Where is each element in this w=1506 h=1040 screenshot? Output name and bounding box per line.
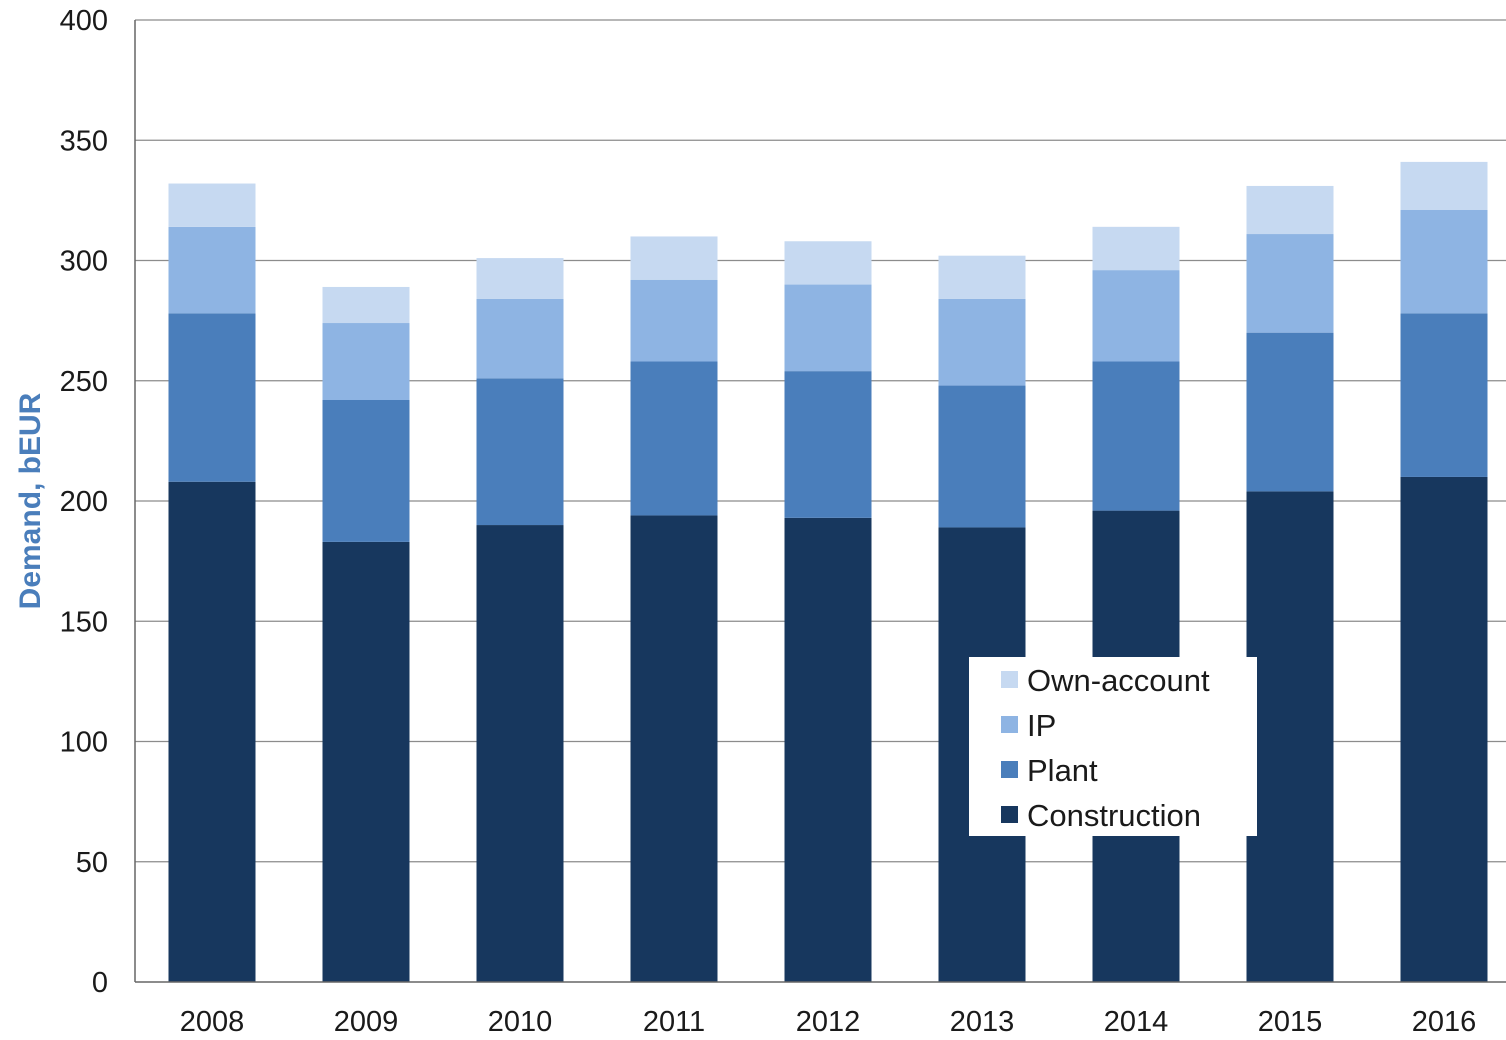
legend-label-own-account: Own-account	[1027, 663, 1210, 698]
bar-plant-2010	[476, 378, 564, 526]
legend-label-plant: Plant	[1027, 753, 1098, 788]
legend-swatch-plant	[1001, 761, 1018, 778]
y-tick-label: 350	[60, 125, 108, 157]
bar-construction-2009	[322, 541, 410, 982]
x-tick-labels: 2008 2009 2010 2011 2012 2013 2014 2015 2016	[180, 1006, 1477, 1038]
y-tick-label: 400	[60, 5, 108, 37]
legend-swatch-construction	[1001, 806, 1018, 823]
bar-plant-2012	[784, 371, 872, 518]
bar-own-account-2008	[168, 183, 256, 227]
bar-ip-2015	[1246, 234, 1334, 333]
bar-own-account-2014	[1092, 226, 1180, 271]
bar-stacks	[168, 161, 1488, 982]
bar-stack-2009	[322, 286, 410, 982]
y-tick-label: 0	[92, 967, 108, 999]
x-tick-label: 2014	[1104, 1006, 1169, 1038]
bar-ip-2012	[784, 284, 872, 372]
x-tick-label: 2015	[1258, 1006, 1323, 1038]
bar-plant-2011	[630, 361, 718, 516]
bar-ip-2008	[168, 226, 256, 314]
x-tick-label: 2013	[950, 1006, 1015, 1038]
x-tick-label: 2008	[180, 1006, 245, 1038]
bar-own-account-2015	[1246, 185, 1334, 235]
legend-label-construction: Construction	[1027, 798, 1201, 833]
x-tick-label: 2011	[643, 1006, 705, 1038]
legend-swatch-own-account	[1001, 671, 1018, 688]
bar-plant-2013	[938, 385, 1026, 528]
bar-stack-2008	[168, 183, 256, 982]
bar-construction-2011	[630, 515, 718, 982]
bar-own-account-2016	[1400, 161, 1488, 210]
bar-construction-2016	[1400, 476, 1488, 982]
bar-ip-2013	[938, 298, 1026, 386]
bar-plant-2014	[1092, 361, 1180, 511]
bar-own-account-2013	[938, 255, 1026, 299]
legend-swatch-ip	[1001, 716, 1018, 733]
bar-ip-2011	[630, 279, 718, 362]
bar-stack-2012	[784, 241, 872, 982]
bar-plant-2016	[1400, 313, 1488, 477]
y-tick-labels: 0 50 100 150 200 250 300 350 400	[60, 5, 108, 999]
bar-stack-2010	[476, 258, 564, 982]
bar-stack-2011	[630, 236, 718, 982]
bar-construction-2008	[168, 481, 256, 982]
legend: Own-account IP Plant Construction	[969, 657, 1257, 836]
bar-ip-2016	[1400, 209, 1488, 314]
bar-own-account-2010	[476, 258, 564, 299]
bar-own-account-2012	[784, 241, 872, 285]
bar-plant-2015	[1246, 332, 1334, 492]
bar-construction-2010	[476, 525, 564, 982]
bar-stack-2013	[938, 255, 1026, 982]
bar-plant-2008	[168, 313, 256, 482]
bar-construction-2015	[1246, 491, 1334, 982]
y-axis-label: Demand, bEUR	[14, 392, 47, 609]
x-tick-label: 2016	[1412, 1006, 1477, 1038]
y-tick-label: 200	[60, 486, 108, 518]
bar-ip-2009	[322, 323, 410, 400]
bar-own-account-2011	[630, 236, 718, 280]
bar-own-account-2009	[322, 286, 410, 324]
bar-ip-2010	[476, 298, 564, 379]
bar-stack-2015	[1246, 185, 1334, 982]
x-tick-label: 2009	[334, 1006, 399, 1038]
y-tick-label: 150	[60, 606, 108, 638]
y-tick-label: 250	[60, 366, 108, 398]
x-tick-label: 2012	[796, 1006, 861, 1038]
bar-ip-2014	[1092, 270, 1180, 362]
bar-construction-2012	[784, 517, 872, 982]
bar-plant-2009	[322, 399, 410, 542]
y-tick-label: 300	[60, 246, 108, 278]
bar-stack-2014	[1092, 226, 1180, 982]
legend-label-ip: IP	[1027, 708, 1056, 743]
axes	[134, 20, 1506, 983]
x-tick-label: 2010	[488, 1006, 553, 1038]
y-tick-label: 100	[60, 727, 108, 759]
y-tick-label: 50	[76, 847, 108, 879]
bar-stack-2016	[1400, 161, 1488, 982]
